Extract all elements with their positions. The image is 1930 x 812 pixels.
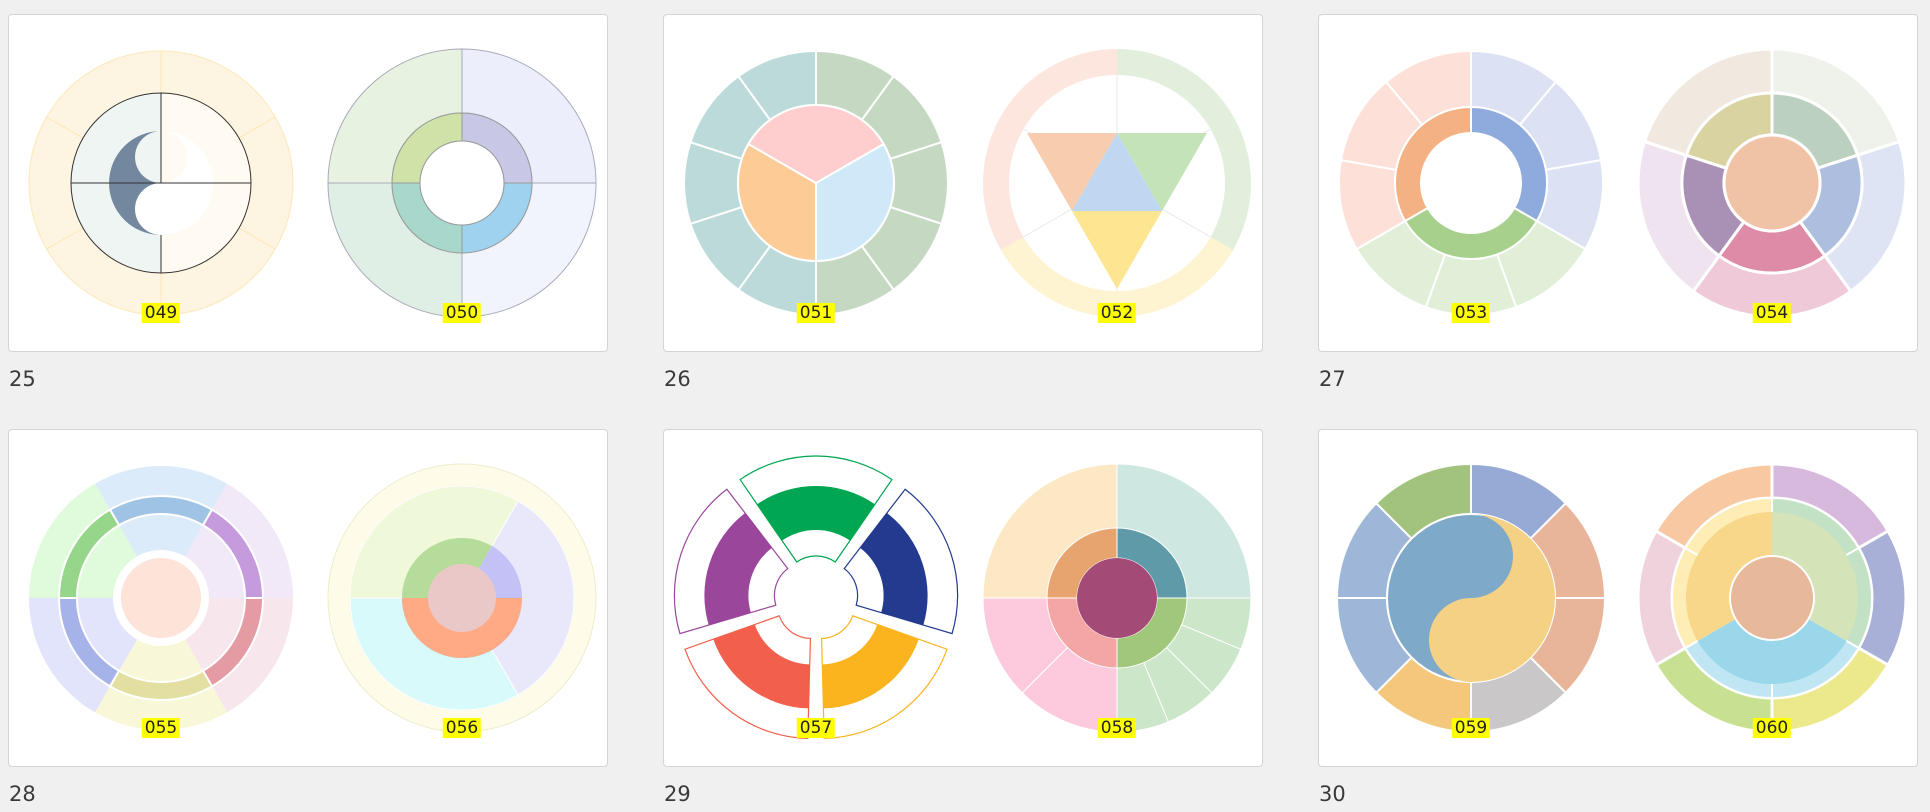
chart-056 (327, 463, 597, 733)
chart-label-058: 058 (1097, 718, 1137, 738)
chart-055 (29, 466, 293, 730)
chart-label-057: 057 (796, 718, 836, 738)
card-caption-26: 26 (664, 367, 691, 391)
triangle-center (1072, 133, 1162, 211)
card-caption-27: 27 (1319, 367, 1346, 391)
segment-fill (704, 513, 772, 626)
card-caption-25: 25 (9, 367, 36, 391)
center-sector (737, 142, 817, 263)
triangle-right (1117, 133, 1207, 211)
chart-057 (673, 455, 959, 740)
outer-ring-segment (1000, 49, 1117, 129)
chart-049 (28, 50, 294, 316)
inner-band (1697, 619, 1847, 685)
card-caption-30: 30 (1319, 782, 1346, 806)
yang-shape (1429, 514, 1555, 682)
outer-ring-segment (1117, 49, 1234, 129)
chart-058 (982, 463, 1252, 733)
chart-051 (683, 49, 949, 317)
outer-ring-segment (1117, 237, 1234, 317)
chart-054 (1636, 47, 1908, 319)
card-caption-29: 29 (664, 782, 691, 806)
outer-ring-segment (1210, 116, 1251, 250)
chart-center (419, 140, 505, 226)
chart-center (428, 564, 496, 632)
chart-label-052: 052 (1097, 303, 1137, 323)
segment-fill (713, 624, 810, 709)
center-sector (747, 104, 885, 185)
chart-label-050: 050 (442, 303, 482, 323)
chart-052 (983, 49, 1251, 317)
chart-card-29: 057 058 (663, 429, 1263, 767)
triangle-left (1027, 133, 1117, 211)
chart-center (1729, 555, 1815, 641)
chart-card-26: 051 052 (663, 14, 1263, 352)
thin-ring-segment (57, 508, 121, 599)
outer-ring-segment (1000, 237, 1117, 317)
outer-ring-segment (983, 116, 1024, 250)
chart-label-059: 059 (1451, 718, 1491, 738)
inner-band (1686, 512, 1772, 641)
chart-center (1722, 133, 1822, 233)
chart-label-049: 049 (141, 303, 181, 323)
chart-053 (1338, 49, 1604, 316)
chart-050 (327, 48, 597, 318)
chart-card-27: 053 054 (1318, 14, 1918, 352)
chart-label-055: 055 (141, 718, 181, 738)
chart-card-28: 055 056 (8, 429, 608, 767)
chart-060 (1636, 462, 1908, 734)
chart-label-051: 051 (796, 303, 836, 323)
segment-fill (822, 624, 919, 709)
chart-059 (1335, 462, 1607, 734)
chart-label-056: 056 (442, 718, 482, 738)
chart-card-25: 049 050 (8, 14, 608, 352)
chart-label-060: 060 (1752, 718, 1792, 738)
chart-label-054: 054 (1752, 303, 1792, 323)
chart-center (1421, 133, 1521, 233)
center-sector (815, 142, 895, 263)
chart-card-30: 059 060 (1318, 429, 1918, 767)
triangle-bottom (1072, 210, 1162, 289)
chart-label-053: 053 (1451, 303, 1491, 323)
segment-fill (860, 513, 928, 626)
chart-center (1077, 558, 1157, 638)
chart-center (121, 558, 201, 638)
card-caption-28: 28 (9, 782, 36, 806)
segment-fill (757, 486, 875, 541)
inner-band (1772, 512, 1858, 641)
